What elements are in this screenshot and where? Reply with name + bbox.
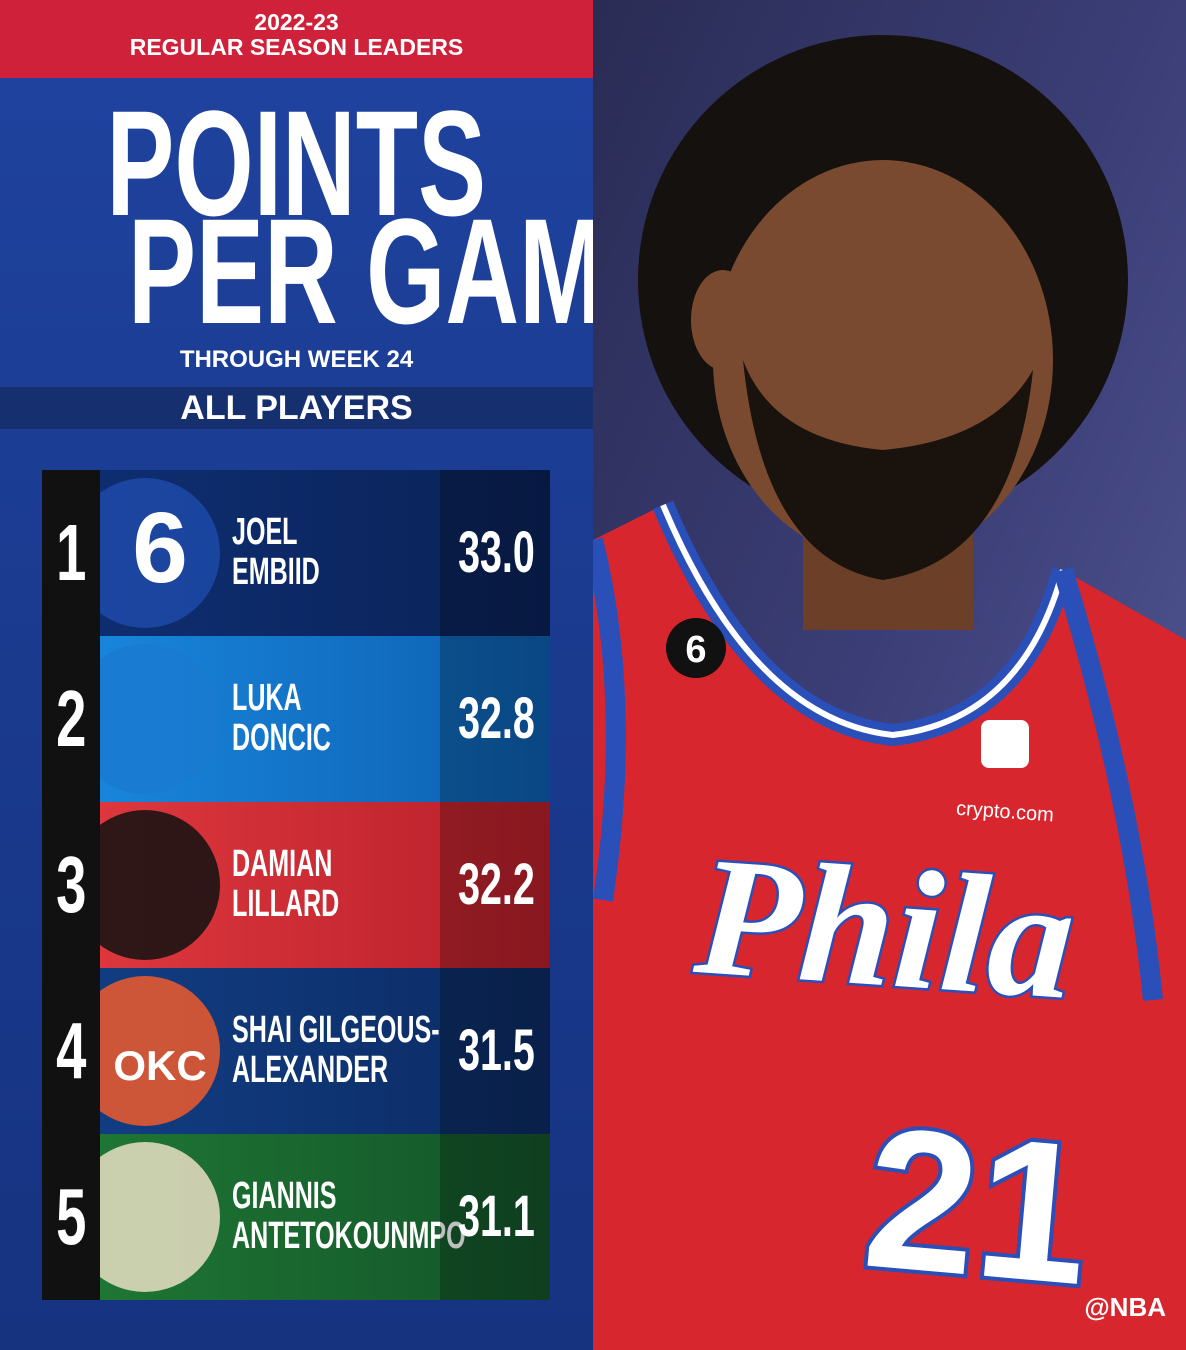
rank-text: 1 — [55, 508, 87, 597]
logo-graphic — [70, 810, 220, 960]
ppg-value: 33.0 — [440, 470, 550, 636]
subtitle: REGULAR SEASON LEADERS — [129, 34, 464, 60]
team-logo — [70, 802, 230, 968]
patch-text: 6 — [685, 629, 706, 671]
sponsor-logo — [981, 720, 1029, 768]
ppg-text: 31.1 — [458, 1184, 535, 1249]
armhole — [1053, 567, 1163, 1001]
leader-row: 5 GIANNIS ANTETOKOUNMPO 31.1 — [42, 1134, 550, 1300]
ear — [691, 270, 755, 370]
ppg-text: 32.2 — [458, 852, 535, 917]
title-text: POINTS — [106, 79, 487, 247]
leader-row: 3 DAMIAN LILLARD 32.2 — [42, 802, 550, 968]
ppg-value: 31.5 — [440, 968, 550, 1134]
team-logo — [70, 636, 230, 802]
leader-row: 2 LUKA DONCIC 32.8 — [42, 636, 550, 802]
leaders-panel: 2022-23 REGULAR SEASON LEADERS POINTS PE… — [0, 0, 672, 1350]
player-name: GIANNIS ANTETOKOUNMPO — [232, 1175, 466, 1257]
title-line: PER GAME — [0, 196, 672, 346]
jersey-number: 21 — [857, 1086, 1098, 1328]
rank: 2 — [42, 636, 100, 802]
rank: 1 — [42, 470, 100, 636]
name-line: DAMIAN — [232, 843, 333, 885]
rank: 3 — [42, 802, 100, 968]
team-logo: 6 — [70, 470, 230, 636]
name-line: EMBIID — [232, 551, 320, 593]
armhole — [593, 537, 626, 902]
rank: 4 — [42, 968, 100, 1134]
ppg-text: 31.5 — [458, 1018, 535, 1083]
rank-text: 5 — [55, 1172, 87, 1261]
title-text: PER GAME — [128, 187, 673, 355]
rank: 5 — [42, 1134, 100, 1300]
ppg-text: 32.8 — [458, 686, 535, 751]
ppg-value: 31.1 — [440, 1134, 550, 1300]
name-line: ALEXANDER — [232, 1049, 389, 1091]
name-line: GIANNIS — [232, 1175, 337, 1217]
logo-shape — [70, 478, 220, 628]
logo-graphic: 6 — [70, 478, 220, 628]
rank-text: 2 — [55, 674, 87, 763]
team-logo — [70, 1134, 230, 1300]
leader-row: 4 OKC SHAI GILGEOUS- ALEXANDER 31.5 — [42, 968, 550, 1134]
team-logo: OKC — [70, 968, 230, 1134]
logo-shape — [70, 810, 220, 960]
logo-text: OKC — [113, 1042, 206, 1089]
leader-row: 1 6 JOEL EMBIID 33.0 — [42, 470, 550, 636]
name-line: JOEL — [232, 511, 298, 553]
beard — [743, 360, 1033, 580]
player-name: DAMIAN LILLARD — [232, 844, 442, 924]
title-line: POINTS — [0, 88, 593, 238]
name-line: DONCIC — [232, 717, 331, 759]
ppg-value: 32.8 — [440, 636, 550, 802]
logo-graphic: OKC — [70, 976, 220, 1126]
jersey-collar-stripe — [660, 503, 1066, 739]
player-name: JOEL EMBIID — [232, 512, 442, 592]
jersey — [593, 505, 1186, 1350]
logo-shape — [70, 1142, 220, 1292]
name-line: ANTETOKOUNMPO — [232, 1215, 466, 1257]
patch — [666, 618, 726, 678]
season: 2022-23 — [254, 9, 339, 35]
rank-text: 3 — [55, 840, 87, 929]
player-name: SHAI GILGEOUS- ALEXANDER — [232, 1010, 442, 1090]
logo-graphic — [70, 644, 220, 794]
logo-graphic — [70, 1142, 220, 1292]
player-photo: 6 crypto.com Phila 21 — [593, 0, 1186, 1350]
player-name: LUKA DONCIC — [232, 678, 442, 758]
rank-text: 4 — [55, 1006, 87, 1095]
logo-text: 6 — [132, 492, 188, 604]
credit: @NBA — [1084, 1292, 1166, 1322]
ppg-value: 32.2 — [440, 802, 550, 968]
name-line: LILLARD — [232, 883, 340, 925]
logo-shape — [70, 644, 220, 794]
period: THROUGH WEEK 24 — [179, 346, 414, 373]
jersey-text: Phila — [689, 821, 1080, 1035]
header-band: 2022-23 REGULAR SEASON LEADERS — [0, 0, 593, 78]
ppg-text: 33.0 — [458, 520, 535, 585]
name-line: LUKA — [232, 677, 302, 719]
name-line: SHAI GILGEOUS- — [232, 1009, 440, 1051]
logo-shape — [70, 976, 220, 1126]
filter: ALL PLAYERS — [0, 387, 593, 429]
